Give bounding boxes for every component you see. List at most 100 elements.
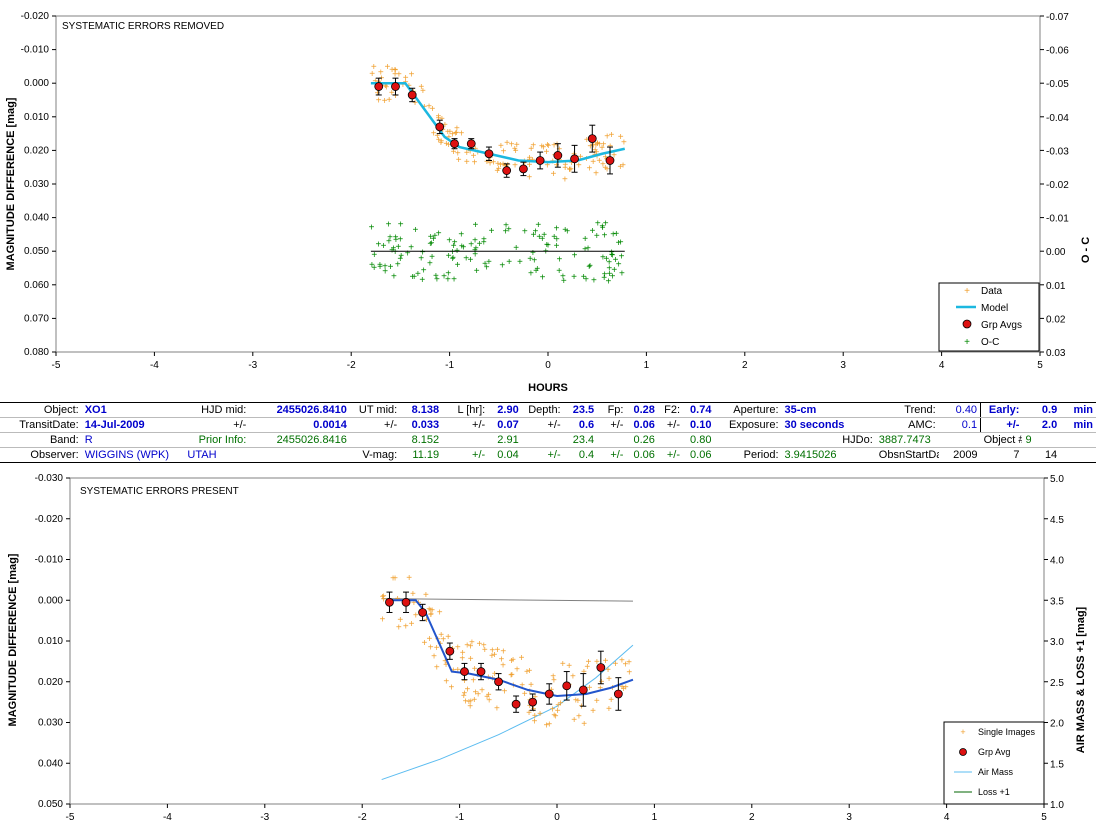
label-length-err: +/- [442, 417, 489, 433]
data-point: + [528, 680, 534, 691]
y-tick-label: -0.030 [35, 473, 64, 484]
data-point: + [532, 711, 538, 722]
data-point: + [436, 113, 442, 124]
data-point: + [505, 160, 511, 171]
oc-point: + [540, 273, 546, 284]
data-point: + [555, 706, 561, 717]
oc-point: + [391, 271, 397, 282]
data-point: + [431, 651, 437, 662]
data-point: + [467, 146, 473, 157]
data-point: + [560, 659, 566, 670]
bottom-y2-axis-label: AIR MASS & LOSS +1 [mag] [1075, 606, 1087, 753]
oc-point: + [481, 237, 487, 248]
oc-point: + [432, 231, 438, 242]
label-transit-date: TransitDate: [0, 417, 82, 433]
data-point: + [514, 664, 520, 675]
label-band: Band: [0, 432, 82, 448]
label-early-err: +/- [980, 417, 1023, 433]
data-point: + [502, 687, 508, 698]
oc-point: + [594, 231, 600, 242]
data-point: + [602, 163, 608, 174]
blank-9 [249, 447, 350, 463]
data-point: + [599, 677, 605, 688]
oc-point: + [451, 241, 457, 252]
value-trend: 0.40 [938, 402, 981, 418]
y-tick-label: 0.020 [24, 145, 49, 156]
data-point: + [558, 698, 564, 709]
y2-tick-label: 0.03 [1046, 348, 1066, 359]
data-point: + [447, 127, 453, 138]
data-point: + [562, 163, 568, 174]
data-point: + [593, 141, 599, 152]
oc-point: + [554, 241, 560, 252]
data-point: + [475, 147, 481, 158]
y2-tick-label: -0.03 [1046, 146, 1069, 157]
top-legend: + Data Model Grp Avgs + O-C [938, 282, 1040, 352]
bottom-y-axis-label: MAGNITUDE DIFFERENCE [mag] [7, 553, 19, 726]
oc-point: + [369, 260, 375, 271]
value-prior-length: 2.91 [488, 432, 522, 448]
oc-point: + [472, 235, 478, 246]
y-tick-label: 0.040 [38, 758, 63, 769]
grp-avg-point [613, 689, 623, 699]
data-point: + [428, 643, 434, 654]
grp-avg-point [476, 667, 486, 676]
data-point: + [468, 641, 474, 652]
value-prior-f2-err: 0.06 [683, 447, 715, 463]
data-point: + [623, 659, 629, 670]
value-exposure: 30 seconds [781, 417, 876, 433]
data-point: + [578, 152, 584, 163]
oc-point: + [606, 257, 612, 268]
y2-tick-label: 3.5 [1050, 596, 1064, 607]
data-point: + [396, 622, 402, 633]
grp-avg-point [385, 597, 394, 607]
blank-3 [521, 432, 564, 448]
grp-avg-point [519, 164, 528, 174]
data-point: + [461, 676, 467, 687]
data-point: + [509, 670, 515, 681]
data-point: + [527, 701, 533, 712]
y2-tick-label: -0.06 [1046, 46, 1069, 57]
y2-tick-label: 4.0 [1050, 556, 1064, 567]
data-point: + [486, 690, 492, 701]
data-point: + [498, 160, 504, 171]
data-point: + [475, 690, 481, 701]
data-point: + [403, 73, 409, 84]
grp-avg-point [502, 166, 512, 175]
oc-point: + [415, 269, 421, 280]
oc-point: + [429, 252, 435, 263]
data-point: + [551, 169, 557, 180]
grp-avg-point [528, 697, 538, 707]
oc-point: + [381, 241, 387, 252]
oc-point: + [408, 243, 414, 254]
oc-point: + [545, 240, 551, 251]
data-point: + [484, 157, 490, 168]
data-point: + [409, 619, 415, 630]
data-point: + [541, 142, 547, 153]
oc-point: + [530, 248, 536, 259]
data-point: + [443, 139, 449, 150]
oc-point: + [481, 234, 487, 245]
oc-point: + [541, 230, 547, 241]
y2-tick-label: -0.01 [1046, 214, 1069, 225]
data-point: + [551, 710, 557, 721]
value-prior-hjd: 2455026.8416 [249, 432, 350, 448]
blank-8 [1060, 432, 1096, 448]
grp-avg-point [535, 156, 545, 165]
oc-point: + [590, 226, 596, 237]
info-table: Object: XO1 HJD mid: 2455026.8410 UT mid… [0, 402, 1096, 463]
oc-point: + [527, 254, 533, 265]
oc-point: + [522, 227, 528, 238]
data-point: + [450, 130, 456, 141]
value-early-err: 2.0 [1022, 417, 1061, 433]
data-point: + [606, 704, 612, 715]
oc-point: + [468, 239, 474, 250]
y-tick-label: 0.010 [24, 112, 49, 123]
data-point: + [459, 653, 465, 664]
label-prior-depth-err: +/- [521, 447, 564, 463]
oc-point: + [390, 244, 396, 255]
top-y-axis-label: MAGNITUDE DIFFERENCE [mag] [5, 97, 17, 270]
data-point: + [621, 684, 627, 695]
data-point: + [451, 147, 457, 158]
y2-tick-label: -0.02 [1046, 180, 1069, 191]
